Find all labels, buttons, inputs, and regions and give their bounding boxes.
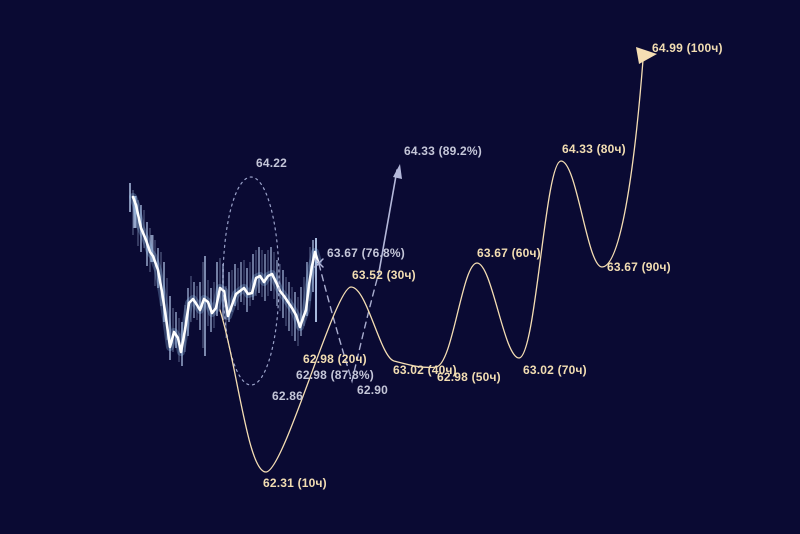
alt-forecast-arrow-shaft	[378, 169, 398, 273]
anchor-x-marker	[314, 258, 324, 268]
alt-forecast-dashed	[318, 263, 380, 384]
envelope-ellipse	[222, 176, 280, 386]
alt-forecast-arrowhead	[393, 164, 402, 179]
main-forecast-arrowhead	[636, 47, 657, 64]
main-forecast-curve	[219, 59, 644, 473]
price-line	[131, 195, 320, 354]
